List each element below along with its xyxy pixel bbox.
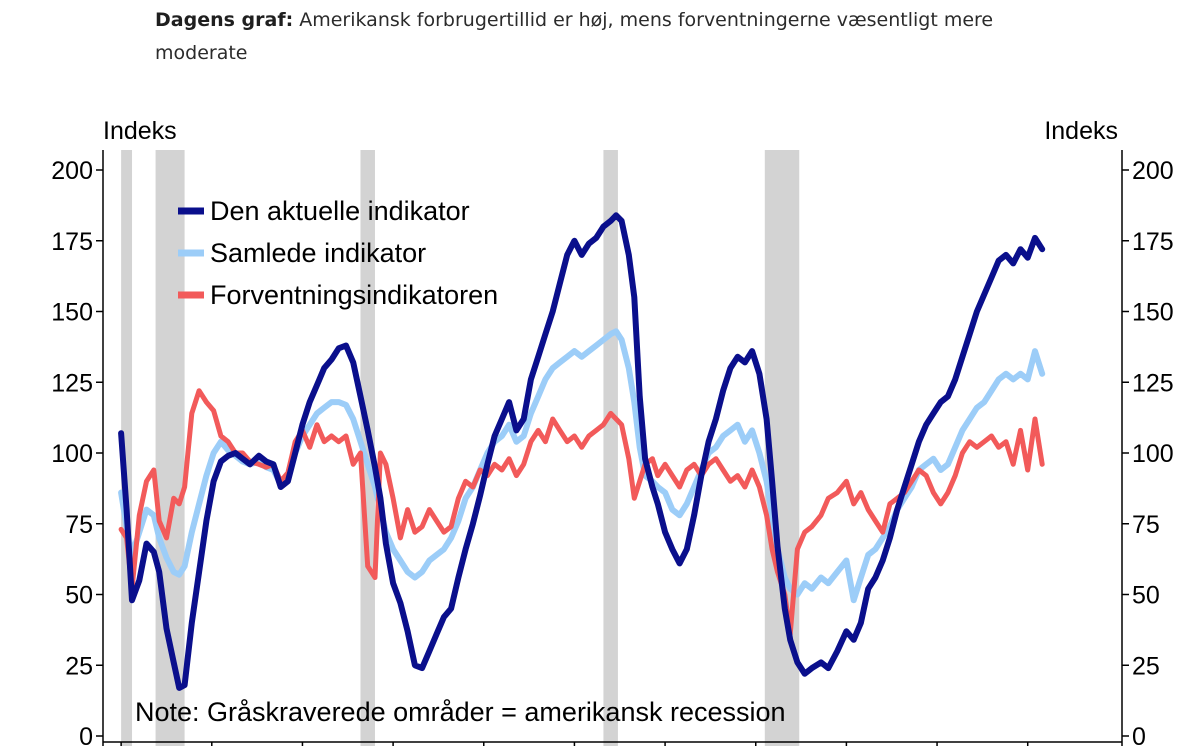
series-line-expect xyxy=(118,388,1045,637)
y-tick-label-right: 25 xyxy=(1132,652,1160,680)
recession-bands xyxy=(121,150,800,746)
y-tick-label-right: 150 xyxy=(1132,299,1174,327)
chart-axes xyxy=(102,150,1123,746)
legend-label-overall: Samlede indikator xyxy=(210,238,426,268)
series-line-overall xyxy=(118,328,1046,604)
caption-text: Amerikansk forbrugertillid er høj, mens … xyxy=(155,9,994,64)
y-tick-label-left: 0 xyxy=(79,723,93,746)
y-tick-label-right: 100 xyxy=(1132,440,1174,468)
y-tick-label-right: 50 xyxy=(1132,582,1160,610)
y-axis-label-right: Indeks xyxy=(1044,117,1118,145)
series-line-current xyxy=(118,212,1046,691)
y-tick-label-right: 175 xyxy=(1132,228,1174,256)
y-tick-label-left: 75 xyxy=(65,511,93,539)
y-tick-label-left: 25 xyxy=(65,652,93,680)
y-tick-label-left: 200 xyxy=(51,157,93,185)
recession-band-0 xyxy=(121,150,133,746)
series-lines xyxy=(118,212,1046,691)
legend: Den aktuelle indikator Samlede indikator… xyxy=(178,196,498,310)
y-tick-label-left: 175 xyxy=(51,228,93,256)
y-tick-label-left: 150 xyxy=(51,299,93,327)
recession-band-2 xyxy=(360,150,375,746)
legend-label-expect: Forventningsindikatoren xyxy=(210,280,498,310)
y-tick-label-right: 125 xyxy=(1132,369,1174,397)
y-tick-label-left: 125 xyxy=(51,369,93,397)
y-tick-label-right: 0 xyxy=(1132,723,1146,746)
y-tick-label-right: 200 xyxy=(1132,157,1174,185)
y-tick-label-left: 100 xyxy=(51,440,93,468)
y-tick-label-right: 75 xyxy=(1132,511,1160,539)
chart-caption: Dagens graf: Amerikansk forbrugertillid … xyxy=(155,4,1055,70)
caption-label: Dagens graf: xyxy=(155,9,294,31)
y-tick-label-left: 50 xyxy=(65,582,93,610)
chart-note: Note: Gråskraverede områder = amerikansk… xyxy=(135,697,786,727)
legend-label-current: Den aktuelle indikator xyxy=(210,196,470,226)
y-axis-label-left: Indeks xyxy=(103,117,177,145)
x-ticks xyxy=(120,742,1029,746)
recession-band-3 xyxy=(603,150,618,746)
y-ticks: 0 0 25 25 50 50 75 75 100 100 125 125 150 150 175 175 20… xyxy=(51,157,1173,746)
